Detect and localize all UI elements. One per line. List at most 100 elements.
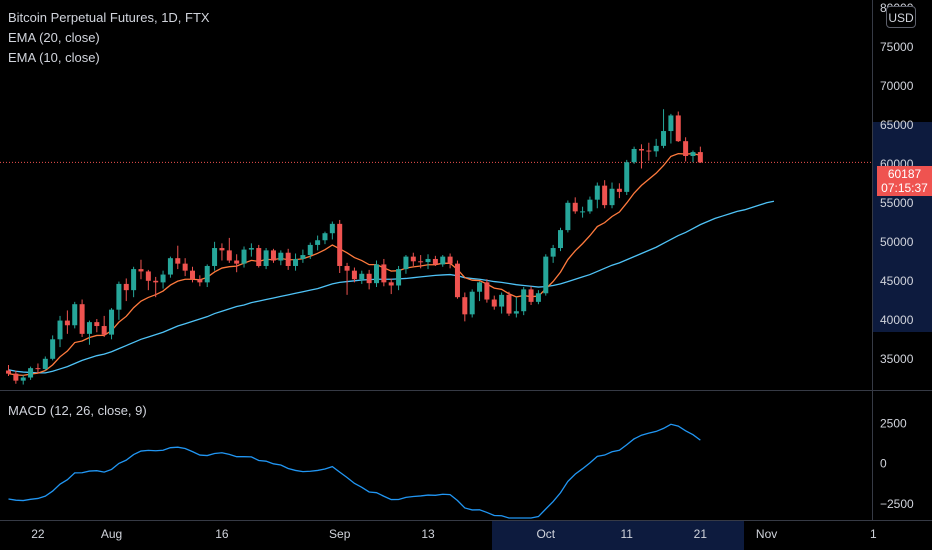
candle-body: [447, 256, 453, 264]
candle-body: [167, 258, 173, 275]
candle-body: [138, 269, 144, 272]
candle-body: [594, 185, 600, 200]
candle-body: [469, 291, 475, 315]
candle-body: [72, 304, 78, 326]
candle-body: [42, 358, 48, 369]
currency-button[interactable]: USD: [886, 6, 916, 28]
candle-body: [315, 240, 321, 245]
candle-body: [638, 148, 644, 151]
candle-body: [580, 211, 586, 213]
candle-body: [20, 377, 26, 381]
candle-body: [190, 270, 195, 280]
candle-body: [35, 368, 41, 370]
price-range-highlight: [873, 122, 932, 332]
symbol-title[interactable]: Bitcoin Perpetual Futures, 1D, FTX: [8, 10, 210, 25]
candle-body: [432, 258, 438, 265]
macd-tick-label: −2500: [880, 497, 914, 511]
candle-body: [366, 273, 372, 284]
candle-body: [624, 162, 630, 192]
candle-body: [234, 260, 240, 264]
ema10-legend[interactable]: EMA (10, close): [8, 50, 100, 65]
candle-body: [131, 269, 137, 291]
candle-body: [219, 248, 225, 251]
candle-body: [565, 202, 571, 231]
candle-body: [160, 274, 166, 283]
time-axis-label: 11: [621, 527, 634, 541]
candle-body: [322, 233, 328, 241]
candle-body: [263, 250, 269, 266]
time-axis-label: Aug: [101, 527, 122, 541]
price-tick-label: 75000: [880, 40, 914, 54]
candle-body: [293, 258, 299, 266]
candle-body: [6, 370, 11, 374]
candle-body: [212, 248, 218, 266]
price-tick-label: 65000: [880, 118, 914, 132]
candle-body: [381, 264, 387, 283]
candle-body: [631, 148, 637, 163]
candle-body: [543, 256, 549, 294]
price-tick-label: 45000: [880, 274, 914, 288]
candle-body: [454, 263, 460, 298]
time-axis-label: Nov: [756, 527, 777, 541]
candle-body: [197, 279, 203, 283]
candle-body: [499, 294, 505, 307]
candle-body: [351, 270, 357, 280]
candle-body: [616, 188, 622, 192]
candle-body: [661, 131, 667, 146]
candle-body: [572, 202, 578, 212]
ema10-line: [8, 152, 701, 377]
candle-body: [418, 261, 424, 263]
time-axis-label: 1: [870, 527, 877, 541]
candle-body: [513, 311, 519, 314]
last-price-tag: 60187 07:15:37: [877, 166, 932, 196]
candle-body: [175, 258, 181, 264]
last-price-value: 60187: [887, 167, 922, 181]
candle-body: [344, 265, 350, 271]
candle-body: [558, 230, 563, 249]
candle-body: [153, 280, 159, 283]
candle-body: [410, 256, 416, 262]
candle-body: [50, 339, 56, 359]
candle-body: [388, 282, 394, 286]
candle-body: [116, 283, 122, 310]
candle-body: [477, 282, 483, 292]
candle-body: [337, 223, 343, 266]
candle-body: [278, 252, 284, 261]
ema20-legend[interactable]: EMA (20, close): [8, 30, 100, 45]
candle-body: [13, 373, 19, 381]
candle-body: [462, 297, 468, 315]
candle-body: [226, 250, 232, 261]
price-tick-label: 70000: [880, 79, 914, 93]
candle-body: [109, 309, 115, 335]
candle-body: [86, 322, 92, 334]
candle-body: [270, 250, 276, 261]
candle-body: [307, 244, 313, 256]
time-axis-label: Sep: [329, 527, 351, 541]
candle-body: [484, 282, 490, 300]
candle-body: [396, 269, 402, 286]
bar-countdown: 07:15:37: [881, 181, 928, 195]
price-tick-label: 55000: [880, 196, 914, 210]
candle-body: [668, 115, 674, 132]
candle-body: [79, 304, 85, 334]
candle-body: [204, 265, 210, 283]
candle-body: [506, 294, 512, 314]
time-axis-label: 22: [31, 527, 45, 541]
candle-body: [440, 256, 446, 265]
time-axis-label: 21: [694, 527, 708, 541]
candle-body: [248, 248, 254, 250]
candle-body: [491, 299, 497, 307]
candle-body: [609, 188, 615, 206]
candle-body: [57, 320, 63, 340]
candle-body: [653, 145, 659, 152]
candle-body: [256, 248, 262, 266]
candle-body: [521, 289, 527, 312]
candle-body: [602, 185, 608, 206]
macd-legend[interactable]: MACD (12, 26, close, 9): [8, 403, 147, 418]
candle-body: [425, 258, 431, 263]
candle-body: [528, 289, 534, 302]
macd-tick-label: 2500: [880, 416, 907, 430]
candle-body: [535, 293, 541, 302]
price-tick-label: 35000: [880, 352, 914, 366]
